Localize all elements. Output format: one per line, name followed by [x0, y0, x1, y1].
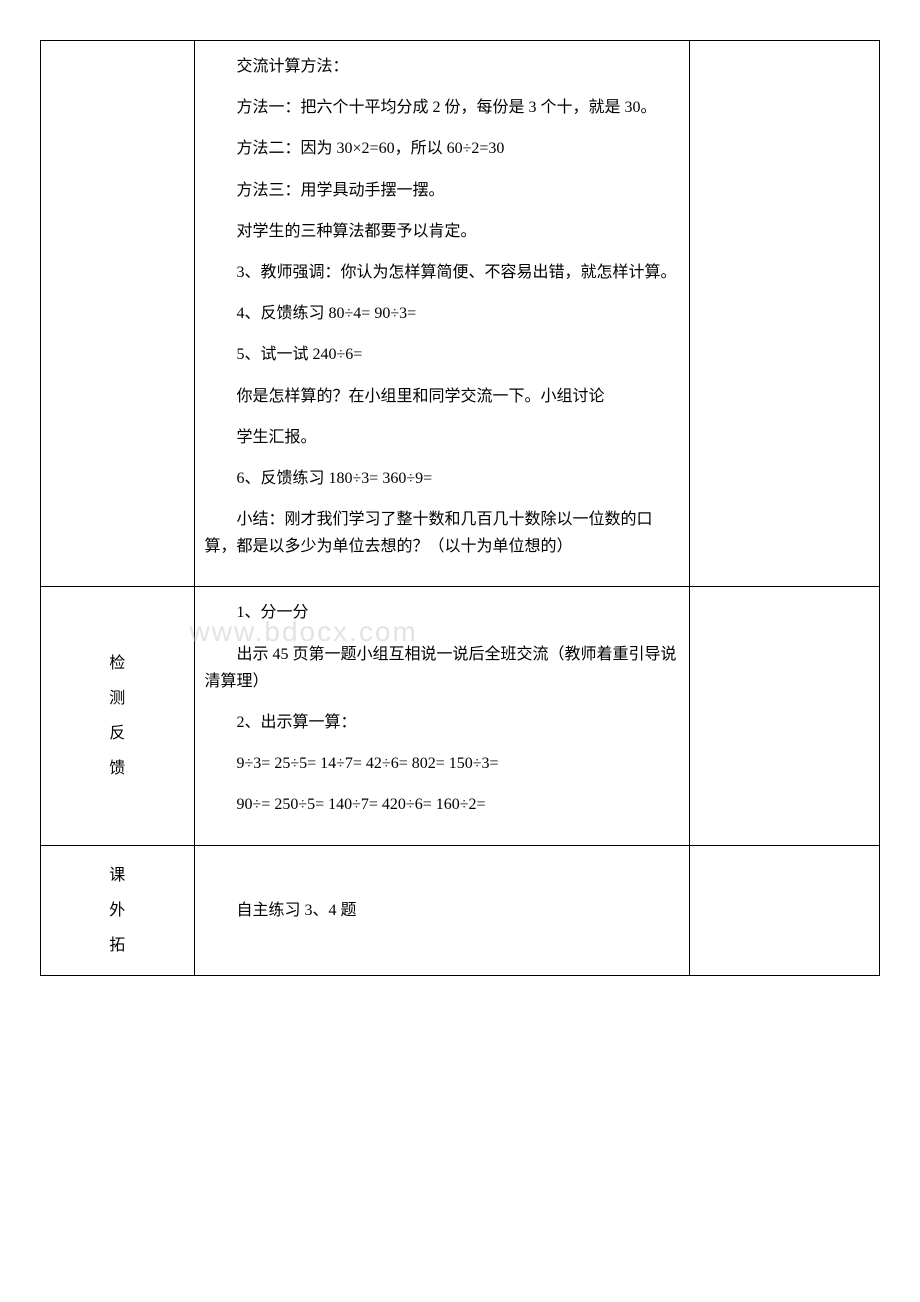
- row-label-cell: [41, 41, 195, 587]
- row-notes-cell: [689, 587, 879, 845]
- row-content-cell: 自主练习 3、4 题: [194, 845, 689, 976]
- paragraph: 出示 45 页第一题小组互相说一说后全班交流（教师着重引导说清算理）: [205, 641, 679, 695]
- row-content-cell: 1、分一分 出示 45 页第一题小组互相说一说后全班交流（教师着重引导说清算理）…: [194, 587, 689, 845]
- row-notes-cell: [689, 845, 879, 976]
- row-notes-cell: [689, 41, 879, 587]
- paragraph: 小结：刚才我们学习了整十数和几百几十数除以一位数的口算，都是以多少为单位去想的？…: [205, 506, 679, 560]
- row-content-cell: 交流计算方法： 方法一：把六个十平均分成 2 份，每份是 3 个十，就是 30。…: [194, 41, 689, 587]
- label-char: 测: [109, 681, 125, 716]
- paragraph: 6、反馈练习 180÷3= 360÷9=: [205, 465, 679, 492]
- label-char: 拓: [109, 928, 125, 963]
- paragraph: 方法三：用学具动手摆一摆。: [205, 177, 679, 204]
- row-label-cell: 检 测 反 馈: [41, 587, 195, 845]
- row-label-2: 课 外 拓: [51, 858, 184, 964]
- document-page: 交流计算方法： 方法一：把六个十平均分成 2 份，每份是 3 个十，就是 30。…: [40, 40, 880, 976]
- table-row: 检 测 反 馈 1、分一分 出示 45 页第一题小组互相说一说后全班交流（教师着…: [41, 587, 880, 845]
- label-char: 外: [109, 893, 125, 928]
- paragraph: 交流计算方法：: [205, 53, 679, 80]
- paragraph: 5、试一试 240÷6=: [205, 341, 679, 368]
- paragraph: 自主练习 3、4 题: [205, 897, 679, 924]
- paragraph: 2、出示算一算：: [205, 709, 679, 736]
- row-label-1: 检 测 反 馈: [51, 646, 184, 787]
- paragraph: 方法一：把六个十平均分成 2 份，每份是 3 个十，就是 30。: [205, 94, 679, 121]
- paragraph: 你是怎样算的？在小组里和同学交流一下。小组讨论: [205, 383, 679, 410]
- label-char: 反: [109, 716, 125, 751]
- table-row: 交流计算方法： 方法一：把六个十平均分成 2 份，每份是 3 个十，就是 30。…: [41, 41, 880, 587]
- paragraph: 方法二：因为 30×2=60，所以 60÷2=30: [205, 135, 679, 162]
- paragraph: 90÷= 250÷5= 140÷7= 420÷6= 160÷2=: [205, 791, 679, 818]
- label-char: 馈: [109, 751, 125, 786]
- paragraph: 学生汇报。: [205, 424, 679, 451]
- paragraph: 1、分一分: [205, 599, 679, 626]
- paragraph: 9÷3= 25÷5= 14÷7= 42÷6= 802= 150÷3=: [205, 750, 679, 777]
- table-row: 课 外 拓 自主练习 3、4 题: [41, 845, 880, 976]
- row-label-cell: 课 外 拓: [41, 845, 195, 976]
- label-char: 课: [109, 858, 125, 893]
- paragraph: 4、反馈练习 80÷4= 90÷3=: [205, 300, 679, 327]
- paragraph: 对学生的三种算法都要予以肯定。: [205, 218, 679, 245]
- paragraph: 3、教师强调：你认为怎样算简便、不容易出错，就怎样计算。: [205, 259, 679, 286]
- lesson-plan-table: 交流计算方法： 方法一：把六个十平均分成 2 份，每份是 3 个十，就是 30。…: [40, 40, 880, 976]
- label-char: 检: [109, 646, 125, 681]
